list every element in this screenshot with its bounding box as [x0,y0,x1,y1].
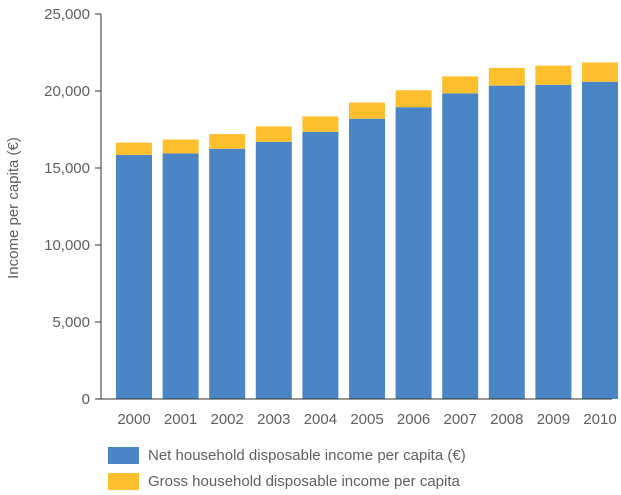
legend-swatch-gross [108,472,139,490]
y-axis: 0 5,000 10,000 15,000 20,000 25,000 [44,6,102,408]
x-tick-label: 2001 [164,411,197,428]
bar-net [162,153,199,399]
bar-net [349,118,385,399]
x-tick-label: 2004 [304,411,337,428]
x-axis: 2000 2001 2002 2003 2004 2005 2006 2007 2008 2009… [101,398,617,428]
y-tick-label: 5,000 [52,314,90,331]
legend-label-net: Net household disposable income per capi… [148,446,466,464]
x-tick-label: 2003 [257,411,290,428]
y-axis-label: Income per capita (€) [5,137,22,279]
y-tick-label: 25,000 [44,6,90,23]
bar-gross [162,139,199,154]
bar-gross [349,102,385,119]
x-tick-label: 2005 [350,411,383,428]
bar-net [488,85,525,400]
legend: Net household disposable income per capi… [108,443,608,495]
bar-net [116,154,152,399]
y-tick-label: 20,000 [44,83,90,100]
bar-net [395,107,432,400]
bar-net [582,81,618,399]
bar-gross [582,62,618,82]
x-tick-label: 2002 [211,411,244,428]
bar-net [209,148,246,399]
bar-gross [302,116,339,132]
bar-gross [255,126,292,142]
x-tick-label: 2009 [537,411,570,428]
x-tick-label: 2008 [490,411,523,428]
bar-gross [442,76,479,94]
legend-item-net: Net household disposable income per capi… [108,443,608,467]
x-tick-label: 2006 [397,411,430,428]
legend-swatch-net [108,446,139,464]
bar-gross [535,65,572,85]
bar-net [255,141,292,399]
bar-gross [116,142,152,155]
bar-gross [209,134,246,149]
x-tick-label: 2007 [444,411,477,428]
y-tick-label: 15,000 [44,160,90,177]
legend-item-gross: Gross household disposable income per ca… [108,469,608,493]
legend-label-gross: Gross household disposable income per ca… [148,472,460,490]
bar-net [535,84,572,399]
bar-net [442,93,479,399]
y-tick-label: 0 [82,391,90,408]
bar-gross [488,67,525,86]
bars [116,62,618,400]
x-tick-label: 2000 [117,411,150,428]
bar-net [302,131,339,399]
x-tick-label: 2010 [583,411,616,428]
y-tick-label: 10,000 [44,237,90,254]
bar-gross [395,90,432,108]
